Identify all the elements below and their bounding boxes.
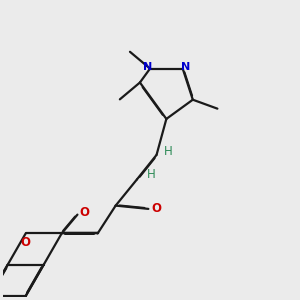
Text: O: O xyxy=(21,236,31,249)
Text: H: H xyxy=(164,145,172,158)
Text: H: H xyxy=(147,168,156,181)
Text: N: N xyxy=(181,62,190,72)
Text: O: O xyxy=(152,202,161,215)
Text: N: N xyxy=(143,62,152,72)
Text: O: O xyxy=(80,206,90,220)
